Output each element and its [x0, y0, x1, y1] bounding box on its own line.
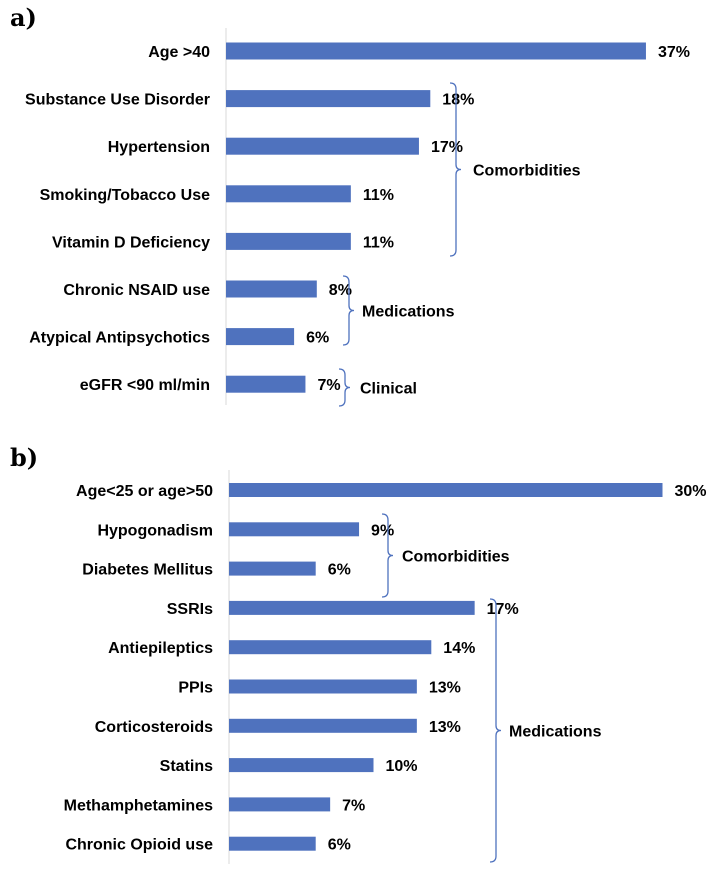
- group-brace: [489, 598, 502, 863]
- group-brace: [449, 82, 462, 257]
- category-label: Smoking/Tobacco Use: [40, 187, 211, 204]
- data-label: 8%: [329, 282, 352, 299]
- bar: [229, 718, 417, 733]
- category-label: Hypertension: [108, 139, 210, 156]
- data-label: 6%: [328, 837, 351, 854]
- data-label: 9%: [371, 522, 394, 539]
- data-label: 7%: [342, 797, 365, 814]
- category-label: Antiepileptics: [108, 640, 213, 657]
- bar: [226, 185, 351, 203]
- category-label: Vitamin D Deficiency: [52, 234, 210, 251]
- data-label: 37%: [658, 44, 690, 61]
- category-label: Age >40: [148, 44, 210, 61]
- category-label: Hypogonadism: [97, 522, 213, 539]
- bar: [229, 522, 360, 537]
- group-brace: [338, 368, 351, 407]
- data-label: 13%: [429, 680, 461, 697]
- group-label: Medications: [509, 724, 602, 741]
- bar: [226, 42, 646, 60]
- category-label: Diabetes Mellitus: [82, 562, 213, 579]
- bar: [226, 232, 351, 250]
- panel-b-label: b): [10, 443, 38, 472]
- bar: [229, 600, 475, 615]
- data-label: 18%: [442, 92, 474, 109]
- category-label: eGFR <90 ml/min: [80, 377, 210, 394]
- data-label: 6%: [328, 562, 351, 579]
- category-label: SSRIs: [167, 601, 213, 618]
- bar: [229, 797, 331, 812]
- category-label: Methamphetamines: [64, 797, 213, 814]
- group-label: Comorbidities: [402, 549, 510, 566]
- category-label: Substance Use Disorder: [25, 92, 210, 109]
- data-label: 30%: [675, 483, 707, 500]
- group-label: Clinical: [360, 381, 417, 398]
- category-label: Chronic Opioid use: [65, 837, 213, 854]
- group-brace: [381, 513, 394, 598]
- panel-a-label: a): [10, 3, 37, 32]
- data-label: 17%: [487, 601, 519, 618]
- category-label: PPIs: [178, 680, 213, 697]
- category-label: Statins: [160, 758, 213, 775]
- panel-a: Age >40 37% Substance Use Disorder 18% Hyper…: [25, 28, 690, 407]
- data-label: 6%: [306, 330, 329, 347]
- data-label: 14%: [443, 640, 475, 657]
- bar: [229, 483, 663, 497]
- bar: [229, 561, 316, 576]
- bar: [229, 758, 374, 773]
- bar: [229, 640, 432, 655]
- data-label: 13%: [429, 719, 461, 736]
- category-label: Chronic NSAID use: [63, 282, 210, 299]
- panel-b: Age<25 or age>50 30% Hypogonadism 9% Diabete…: [64, 470, 707, 864]
- data-label: 11%: [363, 187, 394, 204]
- bar: [229, 679, 417, 694]
- bar: [226, 90, 431, 108]
- category-label: Corticosteroids: [95, 719, 213, 736]
- data-label: 11%: [363, 234, 394, 251]
- bar: [226, 328, 295, 346]
- category-label: Age<25 or age>50: [76, 483, 213, 500]
- category-label: Atypical Antipsychotics: [29, 330, 210, 347]
- data-label: 17%: [431, 139, 463, 156]
- bar: [226, 375, 306, 393]
- bar: [226, 137, 419, 155]
- bar: [226, 280, 317, 298]
- group-label: Comorbidities: [473, 163, 581, 180]
- bar: [229, 836, 316, 851]
- group-brace: [342, 275, 355, 346]
- data-label: 10%: [386, 758, 418, 775]
- group-label: Medications: [362, 304, 455, 321]
- data-label: 7%: [317, 377, 340, 394]
